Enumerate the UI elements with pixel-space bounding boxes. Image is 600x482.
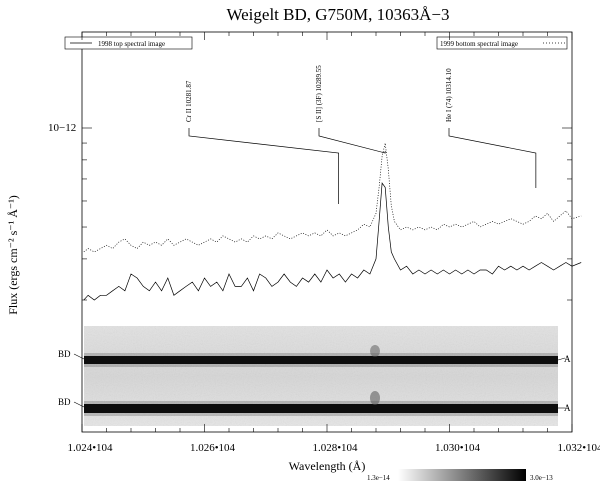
line-id-label: He I (74) 10314.10 (445, 68, 453, 122)
image-left-tick-top (73, 353, 85, 360)
colorbar-max-label: 3.0e−13 (530, 474, 553, 482)
line-id-leader (448, 128, 537, 188)
legend-entry-1998: 1998 top spectral image (98, 40, 165, 48)
spectral-trace-top (84, 356, 558, 364)
x-tick-label: 1.030•104 (435, 442, 481, 454)
image-right-label-bottom: A (564, 403, 571, 413)
line-id-leader (318, 128, 386, 154)
chart-title: Weigelt BD, G750M, 10363Å−3 (226, 5, 449, 24)
line-id-label: Cr II 10281.87 (185, 80, 193, 122)
colorbar (398, 469, 526, 481)
spectral-trace-top-halo (84, 353, 558, 367)
x-tick-label: 1.028•104 (312, 442, 358, 454)
spectral-image-panel (84, 326, 558, 426)
line-id-leader (188, 128, 339, 204)
legend-entry-1999: 1999 bottom spectral image (440, 40, 518, 48)
image-left-tick-bottom (73, 401, 85, 408)
spectral-trace-bottom-halo (84, 401, 558, 416)
legend-box-right (436, 36, 568, 50)
image-right-label-top: A (564, 354, 571, 364)
spectral-trace-bottom (84, 404, 558, 413)
series-1999-dotted-line (83, 143, 582, 253)
spectral-emission-spot-bottom (370, 391, 380, 405)
spectral-emission-spot-top (370, 345, 380, 357)
x-tick-label: 1.024•104 (67, 442, 113, 454)
line-id-label: [S II] (3F) 10289.55 (315, 65, 323, 122)
image-right-tick-top (557, 357, 566, 361)
x-axis-label: Wavelength (Å) (289, 459, 366, 473)
legend-box-left (64, 36, 193, 50)
image-left-label-top: BD (58, 349, 71, 359)
colorbar-min-label: 1.3e−14 (367, 474, 390, 482)
x-tick-label: 1.032•104 (557, 442, 600, 454)
series-1998-solid-line (83, 182, 582, 301)
x-tick-label: 1.026•104 (190, 442, 236, 454)
image-left-label-bottom: BD (58, 397, 71, 407)
y-tick-label: 10−12 (48, 122, 76, 134)
y-axis-label: Flux (ergs cm⁻² s⁻¹ Å⁻¹) (6, 195, 20, 315)
